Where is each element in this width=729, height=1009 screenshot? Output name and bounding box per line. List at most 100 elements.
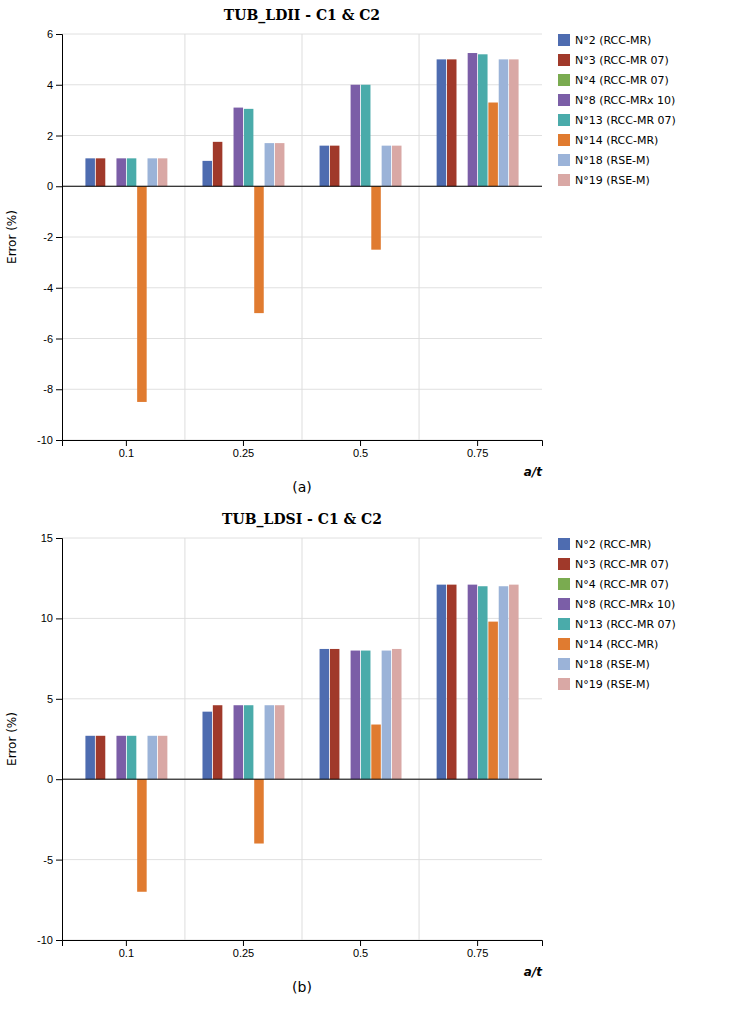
bar-series <box>147 59 508 186</box>
bar <box>351 651 361 780</box>
tick-mark <box>56 538 62 539</box>
bar <box>499 59 509 186</box>
subplot-label: (b) <box>292 979 312 995</box>
legend-swatch <box>558 578 570 590</box>
bar <box>499 586 509 779</box>
tick-label: 15 <box>41 532 53 544</box>
bar-series <box>116 53 477 186</box>
legend-label: N°4 (RCC-MR 07) <box>575 578 669 591</box>
tick: 0.25 <box>233 940 254 959</box>
bar-series <box>96 59 457 186</box>
separators <box>185 34 419 440</box>
tick-label: 0.75 <box>467 947 488 959</box>
bar <box>213 142 223 186</box>
tick-mark <box>243 940 244 946</box>
tick-mark <box>56 288 62 289</box>
x-axis-title: a/t <box>524 965 543 979</box>
bar <box>85 736 95 779</box>
legend-swatch <box>558 74 570 86</box>
tick-label: -6 <box>43 333 53 345</box>
tick-mark <box>56 136 62 137</box>
legend-item: N°13 (RCC-MR 07) <box>558 618 676 631</box>
bar <box>85 158 95 186</box>
tick-label: -10 <box>37 934 53 946</box>
legend-swatch <box>558 34 570 46</box>
tick: 0.75 <box>467 940 488 959</box>
legend-label: N°19 (RSE-M) <box>575 678 650 691</box>
tick: 15 <box>41 532 62 544</box>
axis-line <box>56 35 63 441</box>
tick: 0 <box>47 773 62 785</box>
grid <box>62 34 542 440</box>
legend-swatch <box>558 54 570 66</box>
tick: -10 <box>37 434 62 446</box>
axis-line <box>63 941 543 947</box>
tick: -4 <box>43 282 62 294</box>
bar <box>275 705 285 779</box>
legend-item: N°4 (RCC-MR 07) <box>558 578 669 591</box>
legend-label: N°3 (RCC-MR 07) <box>575 558 669 571</box>
tick-label: -8 <box>43 383 53 395</box>
chart-title: TUB_LDII - C1 & C2 <box>224 7 380 24</box>
legend-swatch <box>558 174 570 186</box>
legend-label: N°13 (RCC-MR 07) <box>575 618 676 631</box>
bar <box>330 146 340 187</box>
bar-series <box>158 585 519 780</box>
bar <box>382 146 392 187</box>
legend-label: N°18 (RSE-M) <box>575 154 650 167</box>
bar <box>202 161 212 186</box>
bar <box>437 585 447 780</box>
bar <box>265 705 275 779</box>
bar <box>275 143 285 186</box>
tick-label: 0 <box>47 180 53 192</box>
legend-swatch <box>558 134 570 146</box>
x-axis: 0.10.250.50.75 <box>63 940 543 959</box>
y-axis-title: Error (%) <box>5 712 19 766</box>
tick: 0.5 <box>353 440 368 459</box>
bar <box>447 585 457 780</box>
tick-mark <box>56 618 62 619</box>
tick-mark <box>56 389 62 390</box>
tick-mark <box>56 699 62 700</box>
tick-mark <box>126 440 127 446</box>
bar-series <box>85 585 446 780</box>
tick-label: 5 <box>47 693 53 705</box>
bar <box>244 109 254 186</box>
bar <box>234 108 244 187</box>
legend-label: N°3 (RCC-MR 07) <box>575 54 669 67</box>
bar <box>488 103 498 187</box>
grid <box>62 538 542 940</box>
bar <box>392 146 402 187</box>
y-axis-title: Error (%) <box>5 210 19 264</box>
bar-series <box>147 586 508 779</box>
bar <box>447 59 457 186</box>
legend-item: N°13 (RCC-MR 07) <box>558 114 676 127</box>
bar <box>330 649 340 779</box>
bar-series <box>127 586 488 779</box>
legend-swatch <box>558 154 570 166</box>
tick-label: 6 <box>47 28 53 40</box>
bar-series <box>137 103 498 402</box>
grid-line <box>62 186 542 187</box>
chart-canvas: -10-8-6-4-202460.10.250.50.75TUB_LDII - … <box>0 0 729 1009</box>
legend-item: N°18 (RSE-M) <box>558 658 650 671</box>
legend-label: N°13 (RCC-MR 07) <box>575 114 676 127</box>
bar <box>392 649 402 779</box>
bar <box>478 586 488 779</box>
tick-label: 2 <box>47 130 53 142</box>
legend-label: N°4 (RCC-MR 07) <box>575 74 669 87</box>
tick: 2 <box>47 130 62 142</box>
legend-item: N°8 (RCC-MRx 10) <box>558 598 675 611</box>
legend-label: N°14 (RCC-MR) <box>575 638 658 651</box>
legend-item: N°19 (RSE-M) <box>558 174 650 187</box>
bar <box>509 59 519 186</box>
tick: 5 <box>47 693 62 705</box>
legend-label: N°2 (RCC-MR) <box>575 34 651 47</box>
legend-label: N°2 (RCC-MR) <box>575 538 651 551</box>
y-axis: -10-5051015 <box>37 532 62 946</box>
tick-label: -5 <box>43 854 53 866</box>
bar <box>437 59 447 186</box>
chart-title: TUB_LDSI - C1 & C2 <box>222 511 382 528</box>
bar <box>254 779 264 843</box>
zero-line <box>62 779 542 780</box>
